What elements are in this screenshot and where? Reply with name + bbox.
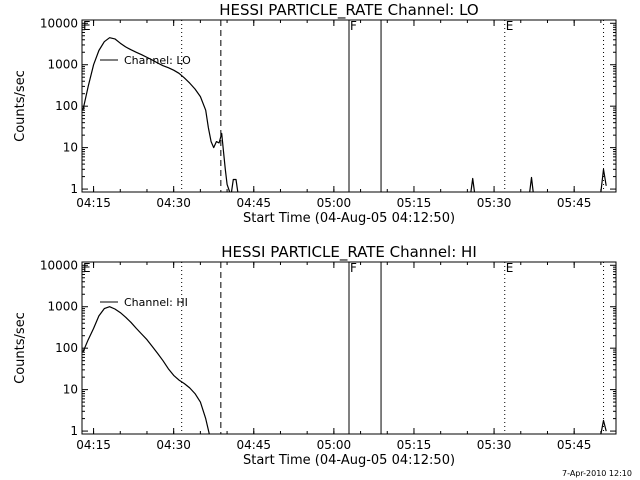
x-tick-label: 05:45 — [557, 438, 592, 452]
chart-title: HESSI PARTICLE_RATE Channel: HI — [221, 243, 477, 262]
x-axis-label: Start Time (04-Aug-05 04:12:50) — [243, 453, 455, 468]
y-axis-label: Counts/sec — [13, 70, 28, 142]
legend-label: Channel: HI — [124, 296, 188, 309]
flag-label: F — [350, 19, 357, 33]
y-tick-label: 1 — [70, 182, 78, 196]
x-tick-label: 04:30 — [156, 196, 191, 210]
flag-label: F — [350, 261, 357, 275]
x-tick-label: 04:15 — [76, 438, 111, 452]
series-line — [529, 176, 534, 193]
flag-label: E — [83, 261, 91, 275]
y-tick-label: 10 — [63, 141, 78, 155]
y-tick-label: 100 — [55, 341, 78, 355]
flag-label: E — [83, 19, 91, 33]
x-tick-label: 04:45 — [236, 196, 271, 210]
series-line — [82, 306, 210, 435]
series-line — [600, 168, 607, 193]
y-tick-label: 1000 — [47, 300, 78, 314]
x-tick-label: 05:30 — [477, 438, 512, 452]
x-tick-label: 04:15 — [76, 196, 111, 210]
series-line — [470, 177, 476, 193]
x-tick-label: 04:30 — [156, 438, 191, 452]
flag-label: E — [506, 261, 514, 275]
series-line — [230, 178, 239, 193]
x-tick-label: 04:45 — [236, 438, 271, 452]
plot-timestamp: 7-Apr-2010 12:10 — [562, 469, 632, 478]
x-tick-label: 05:15 — [397, 438, 432, 452]
y-tick-label: 10 — [63, 383, 78, 397]
series-line — [600, 419, 607, 435]
x-tick-label: 05:45 — [557, 196, 592, 210]
x-tick-label: 05:00 — [317, 196, 352, 210]
x-tick-label: 05:00 — [317, 438, 352, 452]
chart-title: HESSI PARTICLE_RATE Channel: LO — [219, 1, 478, 20]
y-axis-label: Counts/sec — [13, 312, 28, 384]
x-axis-label: Start Time (04-Aug-05 04:12:50) — [243, 211, 455, 226]
legend-label: Channel: LO — [124, 54, 191, 67]
x-tick-label: 05:30 — [477, 196, 512, 210]
y-tick-label: 10000 — [40, 258, 78, 272]
y-tick-label: 1000 — [47, 58, 78, 72]
series-line — [82, 37, 231, 193]
y-tick-label: 1 — [70, 424, 78, 438]
x-tick-label: 05:15 — [397, 196, 432, 210]
flag-label: E — [506, 19, 514, 33]
y-tick-label: 10000 — [40, 16, 78, 30]
y-tick-label: 100 — [55, 99, 78, 113]
